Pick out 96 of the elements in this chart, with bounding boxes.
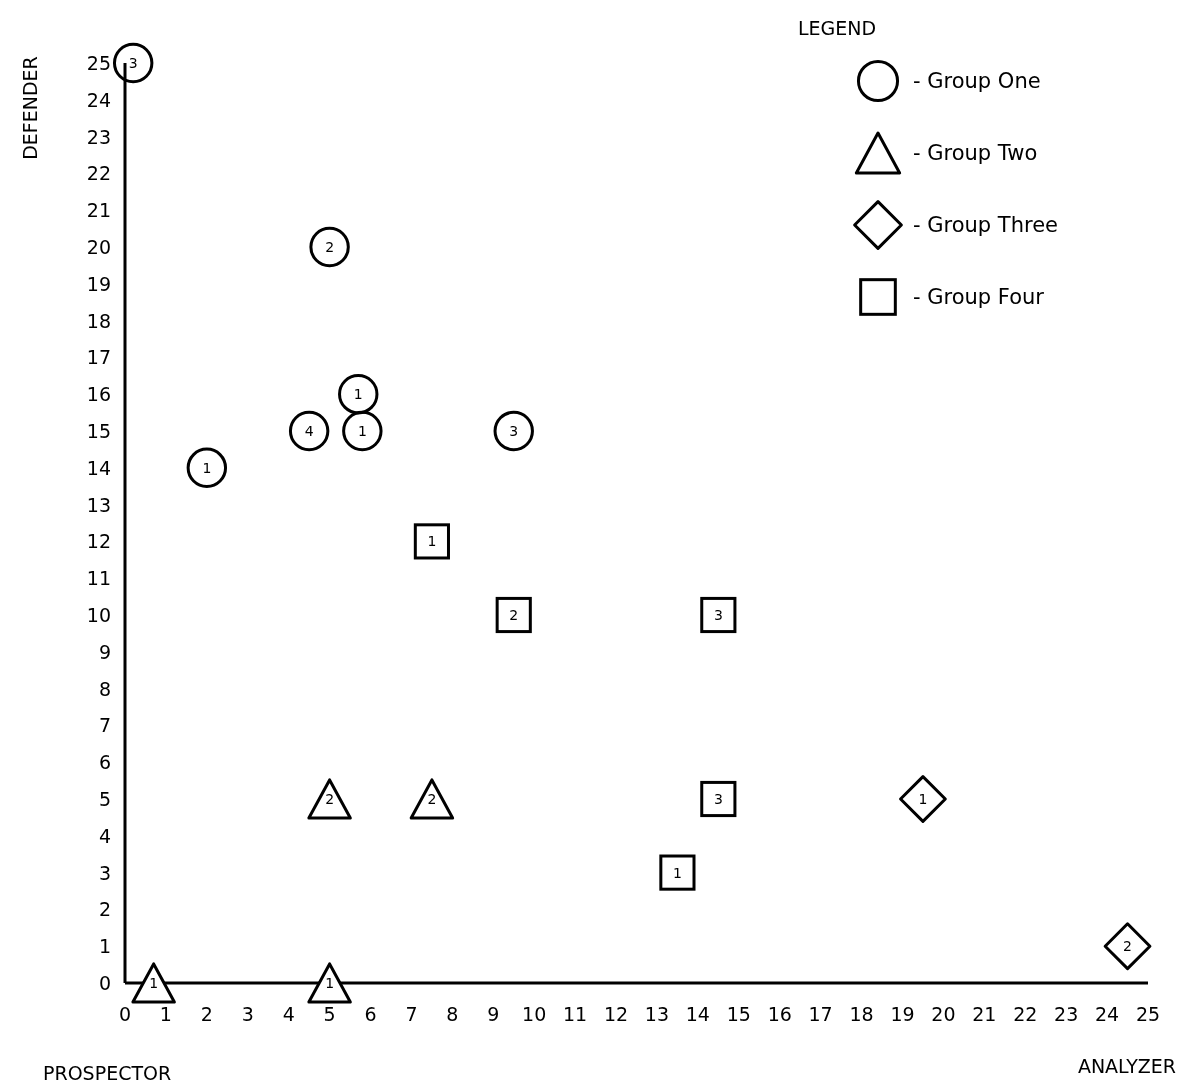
- x-tick-label: 25: [1135, 1003, 1161, 1025]
- annotation: 2: [325, 239, 335, 255]
- y-tick-label: 11: [86, 567, 111, 590]
- y-tick-label: 5: [98, 788, 111, 810]
- y-tick-label: 9: [98, 640, 111, 663]
- annotation: 1: [353, 386, 363, 403]
- y-tick-label: 13: [86, 493, 111, 516]
- annotation: 2: [427, 791, 437, 807]
- legend-label: - Group Three: [913, 213, 1059, 237]
- y-tick-label: 8: [98, 677, 111, 700]
- y-tick-label: 25: [86, 52, 111, 74]
- x-tick-label: 17: [808, 1003, 833, 1025]
- y-tick-label: 1: [98, 935, 111, 958]
- x-tick-label: 9: [487, 1003, 500, 1025]
- x-tick-label: 19: [890, 1003, 915, 1025]
- x-tick-label: 23: [1054, 1003, 1079, 1025]
- x-tick-label: 12: [603, 1003, 629, 1025]
- annotation: 1: [427, 533, 437, 550]
- y-tick-label: 19: [86, 272, 111, 295]
- point: [307, 778, 352, 820]
- x-tick-label: 6: [364, 1003, 377, 1025]
- point: [112, 42, 154, 84]
- x-tick-label: 5: [323, 1003, 336, 1025]
- x-tick-label: 16: [767, 1003, 792, 1025]
- y-tick-label: 22: [86, 162, 111, 185]
- legend-label: - Group Two: [913, 141, 1038, 165]
- x-tick-label: 22: [1013, 1003, 1038, 1025]
- x-tick-label: 24: [1094, 1003, 1120, 1025]
- point: [495, 596, 532, 634]
- y-tick-label: 24: [86, 88, 111, 111]
- annotation: 1: [672, 864, 682, 881]
- point: [409, 778, 455, 820]
- point: [413, 523, 450, 560]
- y-tick-label: 20: [86, 236, 111, 258]
- x-tick-label: 14: [685, 1003, 710, 1025]
- x-tick-label: 13: [644, 1003, 670, 1025]
- x-tick-label: 7: [405, 1003, 418, 1025]
- annotation: 1: [918, 791, 928, 807]
- annotation: 1: [149, 975, 159, 991]
- annotation: 1: [325, 975, 335, 991]
- annotation: 1: [357, 423, 367, 439]
- y-tick-label: 4: [98, 824, 111, 847]
- point: [899, 775, 947, 823]
- y-tick-label: 16: [86, 383, 111, 406]
- y-tick-label: 21: [86, 199, 111, 222]
- x-tick-label: 0: [118, 1003, 132, 1025]
- y-tick-label: 7: [98, 714, 111, 737]
- annotation: 3: [128, 55, 138, 71]
- x-tick-label: 1: [159, 1003, 172, 1025]
- x-tick-label: 18: [849, 1003, 874, 1025]
- y-axis-title: DEFENDER: [19, 56, 41, 160]
- annotation: 1: [202, 459, 212, 476]
- point: [338, 373, 379, 415]
- x-tick-label: 4: [282, 1003, 295, 1025]
- y-tick-label: 10: [86, 604, 111, 626]
- point: [309, 226, 350, 268]
- legend-label: - Group Four: [913, 285, 1045, 309]
- point: [659, 854, 696, 891]
- y-tick-label: 2: [98, 898, 111, 921]
- point: [700, 596, 737, 634]
- annotation: 2: [1123, 938, 1132, 955]
- x-tick-label: 3: [241, 1003, 254, 1025]
- annotation: 3: [713, 791, 723, 807]
- point: [131, 962, 176, 1004]
- text: PROSPECTOR: [43, 1062, 172, 1084]
- point: [288, 410, 330, 452]
- x-tick-label: 20: [931, 1003, 956, 1025]
- annotation: 3: [713, 607, 723, 623]
- annotation: 2: [325, 791, 335, 807]
- x-axis-title: ANALYZER: [1077, 1055, 1176, 1077]
- point: [700, 780, 737, 818]
- x-tick-label: 21: [972, 1003, 997, 1025]
- x-tick-label: 8: [446, 1003, 459, 1025]
- point: [186, 447, 228, 489]
- x-tick-label: 11: [563, 1003, 588, 1025]
- x-tick-label: 2: [200, 1003, 213, 1025]
- annotation: 2: [509, 607, 519, 623]
- y-tick-label: 18: [86, 309, 111, 332]
- legend-label: - Group One: [913, 69, 1041, 93]
- point: [493, 410, 534, 452]
- y-tick-label: 0: [98, 972, 111, 994]
- point: [1103, 922, 1152, 971]
- y-tick-label: 12: [86, 530, 111, 553]
- legend-title: LEGEND: [798, 17, 877, 39]
- y-tick-label: 14: [86, 456, 111, 479]
- x-tick-label: 15: [726, 1003, 751, 1025]
- annotation: 4: [304, 423, 314, 439]
- y-tick-label: 17: [86, 346, 111, 369]
- x-tick-label: 10: [522, 1003, 547, 1025]
- annotation: 3: [509, 423, 519, 439]
- point: [342, 410, 383, 452]
- y-tick-label: 23: [86, 125, 111, 148]
- point: [307, 962, 352, 1004]
- y-tick-label: 15: [86, 420, 111, 442]
- y-tick-label: 3: [98, 861, 111, 884]
- y-tick-label: 6: [98, 751, 111, 774]
